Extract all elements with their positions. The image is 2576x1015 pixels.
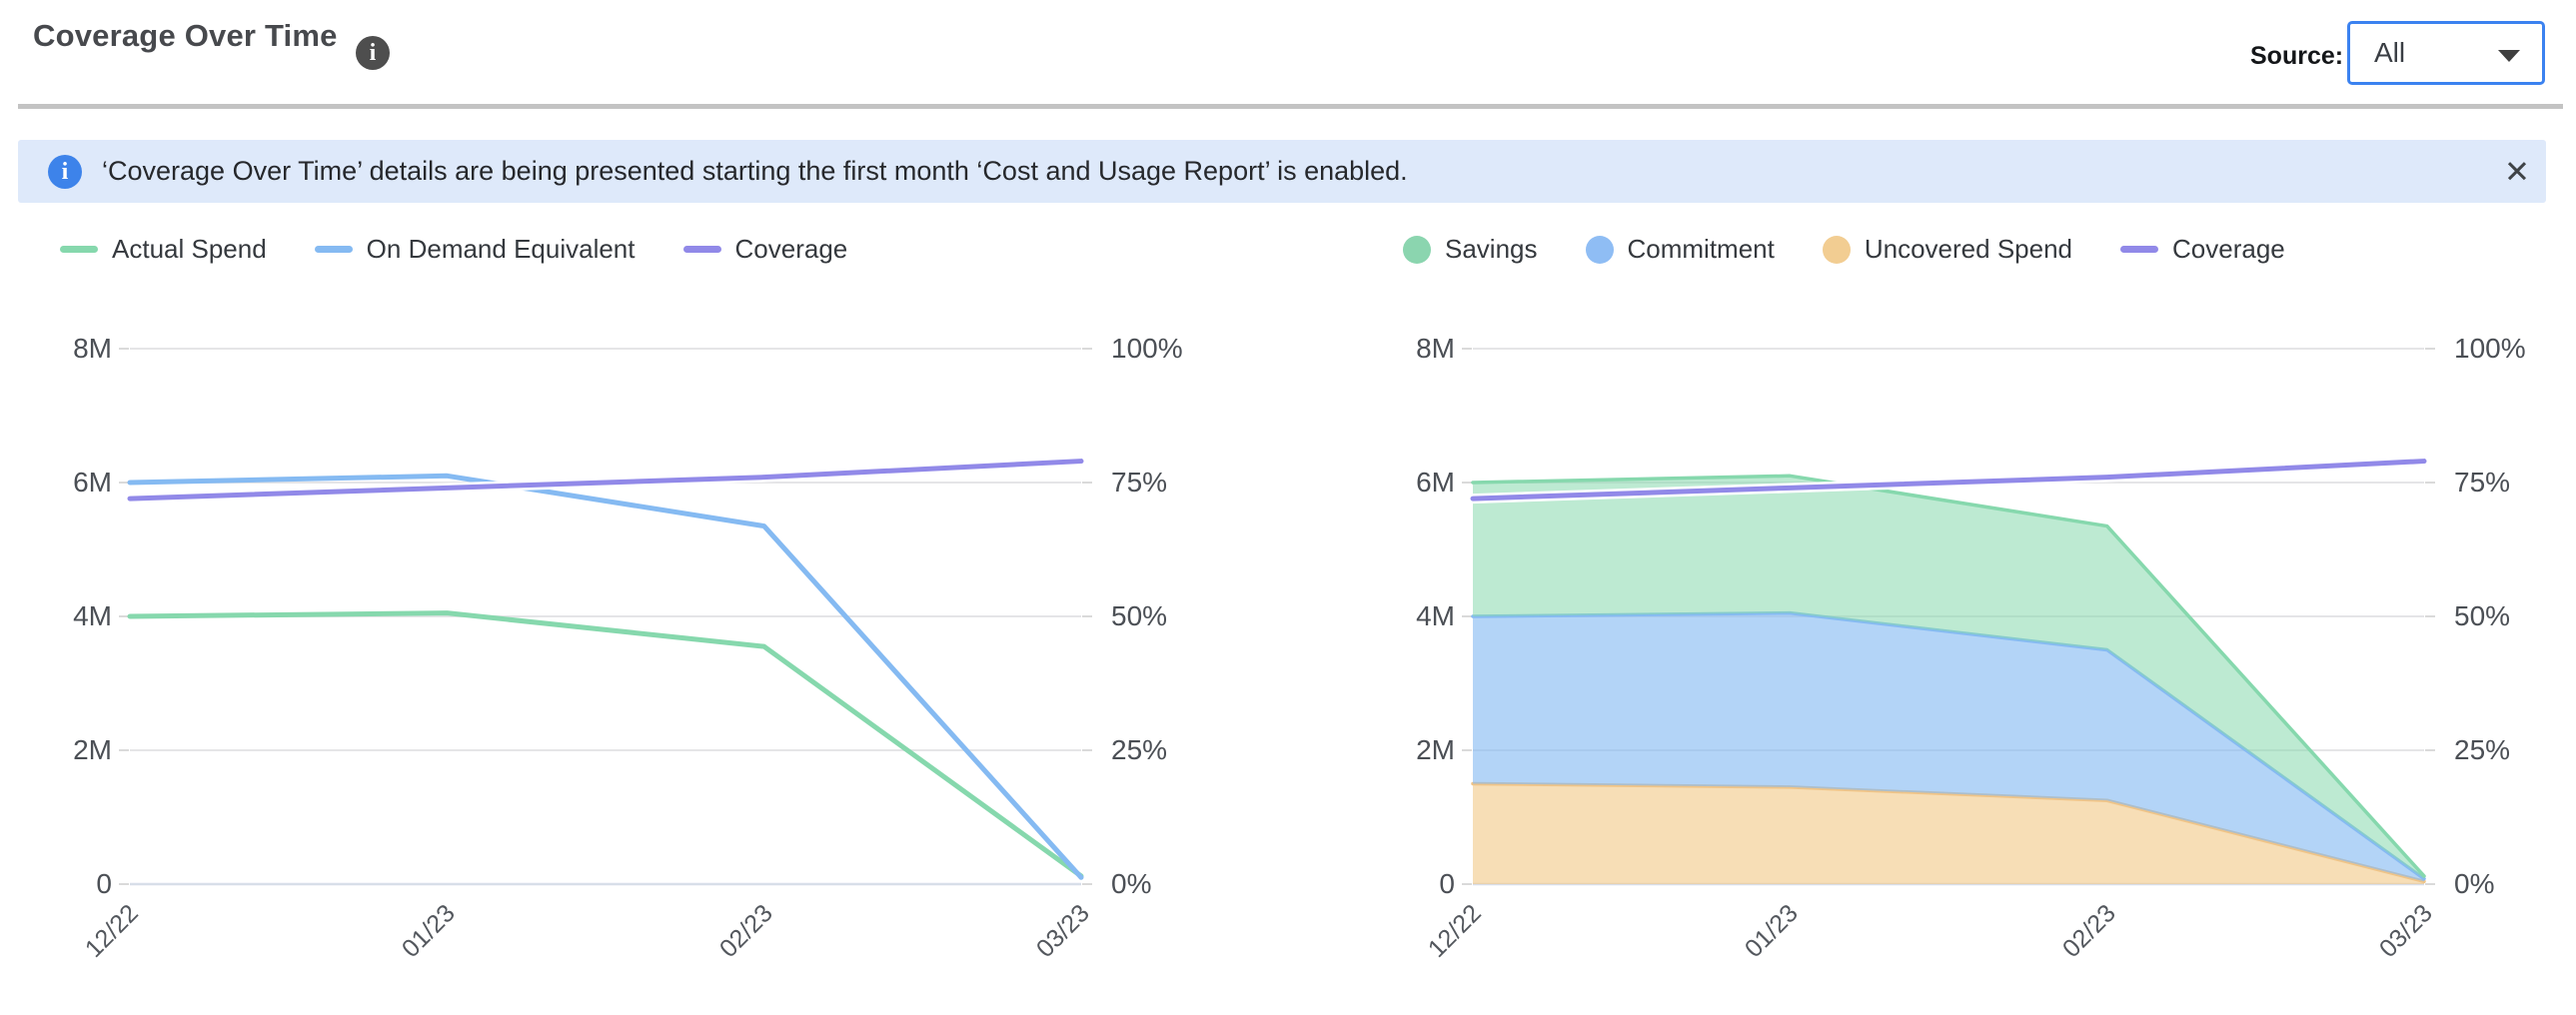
chart-canvas <box>1462 348 2435 886</box>
legend-label: Uncovered Spend <box>1864 234 2072 264</box>
series-on-demand-equivalent <box>127 473 1084 880</box>
y-axis-label-right: 100% <box>2454 333 2526 364</box>
y-axis-label-left: 2M <box>1416 734 1455 765</box>
legend-label: Commitment <box>1627 234 1775 264</box>
source-dropdown-value: All <box>2374 37 2406 68</box>
legend-label: Savings <box>1445 234 1538 264</box>
coverage-lines-chart: Actual Spend On Demand Equivalent Coverage… <box>0 220 1249 1015</box>
legend-circle-marker <box>1822 235 1851 264</box>
y-axis-label-right: 0% <box>1111 868 1152 899</box>
legend-line-marker <box>682 246 721 253</box>
legend-label: On Demand Equivalent <box>366 234 636 264</box>
legend-label: Coverage <box>2172 234 2285 264</box>
banner-message: ‘Coverage Over Time’ details are being p… <box>102 156 1408 186</box>
y-axis-label-right: 75% <box>1111 467 1168 498</box>
legend-label: Actual Spend <box>112 234 267 264</box>
y-axis-label-right: 25% <box>2454 734 2511 765</box>
coverage-stacked-area-chart: Savings Commitment Uncovered Spend Coverage… <box>1343 220 2576 1015</box>
series-savings <box>1471 474 2426 878</box>
legend-line-marker <box>60 246 98 253</box>
source-label: Source: <box>2250 42 2344 70</box>
y-axis-label-right: 50% <box>2454 600 2511 631</box>
legend-item-commitment[interactable]: Commitment <box>1585 234 1775 265</box>
close-icon[interactable]: ✕ <box>2504 154 2530 189</box>
y-axis-label-right: 50% <box>1111 600 1168 631</box>
page-title: Coverage Over Time <box>33 18 338 53</box>
legend-circle-marker <box>1585 235 1614 264</box>
y-axis-label-right: 0% <box>2454 868 2495 899</box>
legend-circle-marker <box>1403 235 1431 264</box>
series-actual-spend <box>127 610 1084 879</box>
header-divider <box>18 104 2563 109</box>
area-savings <box>1473 476 2424 879</box>
legend-line-marker <box>314 246 353 253</box>
chart-canvas <box>119 348 1092 886</box>
legend-label: Coverage <box>734 234 848 264</box>
legend-item-actual-spend[interactable]: Actual Spend <box>60 234 267 265</box>
chart-legend: Savings Commitment Uncovered Spend Coverage <box>1403 234 2285 265</box>
y-axis-label-right: 25% <box>1111 734 1168 765</box>
y-axis-label-left: 6M <box>73 467 112 498</box>
series-uncovered-spend <box>1471 781 2426 884</box>
series-coverage <box>1470 459 2427 502</box>
legend-item-on-demand-equivalent[interactable]: On Demand Equivalent <box>314 234 636 265</box>
series-commitment <box>1471 610 2426 881</box>
info-icon: i <box>48 154 82 189</box>
source-dropdown[interactable]: All <box>2347 21 2545 85</box>
legend-item-coverage[interactable]: Coverage <box>682 234 848 265</box>
legend-item-coverage[interactable]: Coverage <box>2120 234 2285 265</box>
y-axis-label-left: 6M <box>1416 467 1455 498</box>
area-commitment <box>1473 612 2424 882</box>
y-axis-label-right: 100% <box>1111 333 1183 364</box>
y-axis-label-left: 4M <box>73 600 112 631</box>
y-axis-label-left: 8M <box>1416 333 1455 364</box>
series-coverage <box>127 459 1084 502</box>
y-axis-label-left: 0 <box>96 868 112 899</box>
y-axis-label-right: 75% <box>2454 467 2511 498</box>
info-icon[interactable]: i <box>356 36 390 70</box>
legend-item-savings[interactable]: Savings <box>1403 234 1538 265</box>
legend-item-uncovered-spend[interactable]: Uncovered Spend <box>1822 234 2072 265</box>
chevron-down-icon <box>2498 50 2520 62</box>
legend-line-marker <box>2120 246 2158 253</box>
y-axis-label-left: 4M <box>1416 600 1455 631</box>
chart-legend: Actual Spend On Demand Equivalent Coverage <box>60 234 847 265</box>
y-axis-label-left: 2M <box>73 734 112 765</box>
y-axis-label-left: 0 <box>1439 868 1455 899</box>
area-uncovered-spend <box>1473 783 2424 884</box>
info-banner: i ‘Coverage Over Time’ details are being… <box>18 140 2546 203</box>
y-axis-label-left: 8M <box>73 333 112 364</box>
